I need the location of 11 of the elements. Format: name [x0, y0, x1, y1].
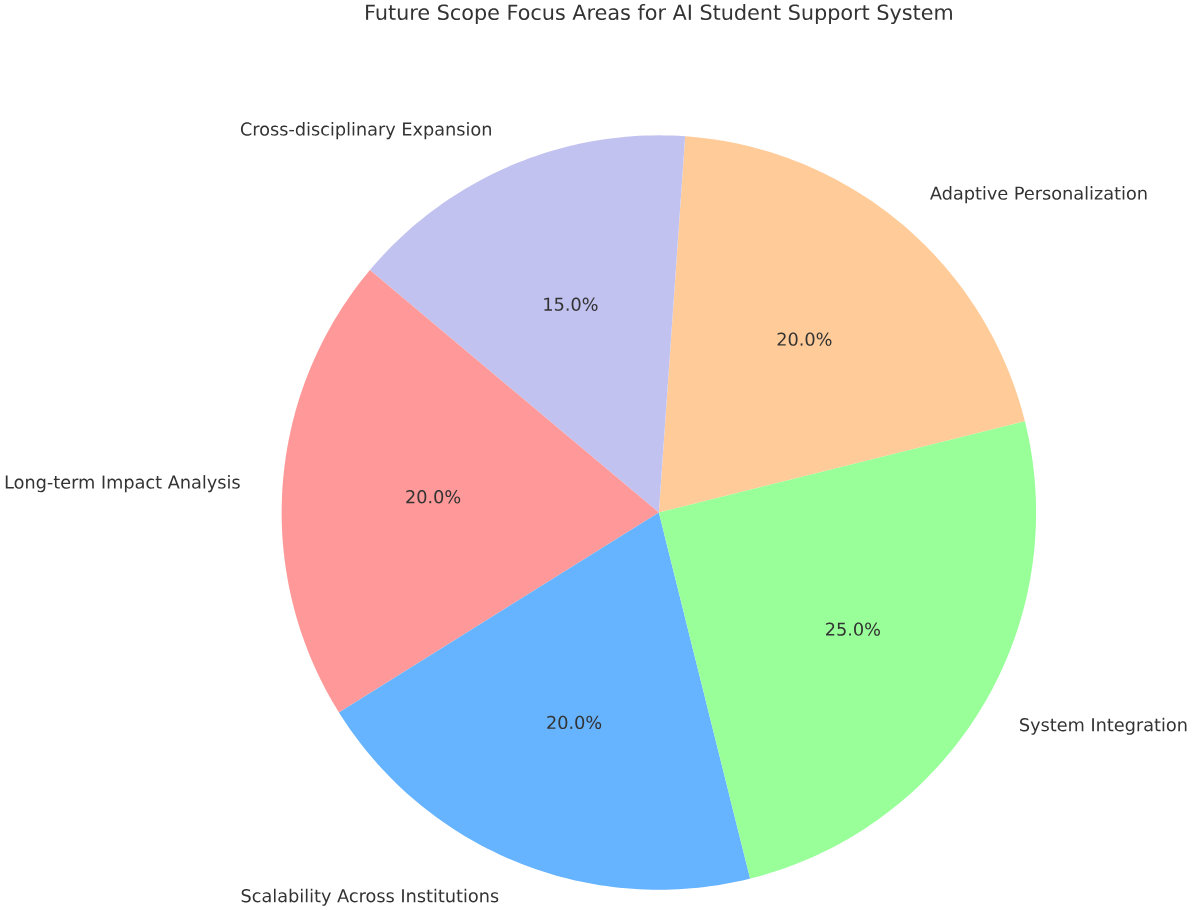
data-label: 20.0% — [547, 715, 602, 730]
slice-label: Long-term Impact Analysis — [5, 475, 240, 493]
data-label: 20.0% — [777, 332, 832, 346]
slice-label: Cross-disciplinary Expansion — [240, 122, 491, 140]
data-label: 15.0% — [544, 297, 598, 311]
slice-label: Scalability Across Institutions — [241, 888, 499, 906]
chart-title: Future Scope Focus Areas for AI Student Support System — [366, 4, 952, 25]
slice-label: System Integration — [1020, 717, 1187, 735]
data-label: 20.0% — [406, 490, 461, 504]
slice-label: Adaptive Personalization — [930, 186, 1147, 204]
data-label: 25.0% — [826, 622, 880, 636]
